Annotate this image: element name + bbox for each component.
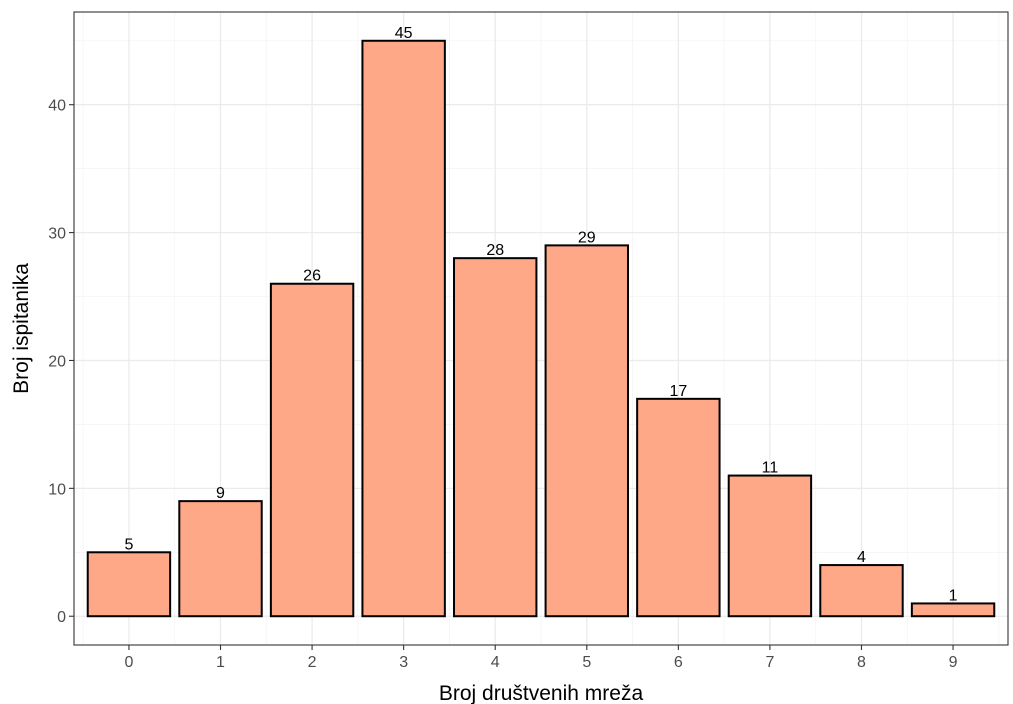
bar-5 [544,244,629,618]
x-tick-label-3: 3 [399,654,408,671]
x-axis-title: Broj društvenih mreža [439,682,644,704]
x-tick-label-8: 8 [857,654,866,671]
bar-value-label-8: 4 [857,549,866,566]
bar-4 [453,257,538,618]
y-tick-label-0: 0 [57,609,66,626]
x-tick-label-5: 5 [582,654,591,671]
bar-value-label-1: 9 [216,485,225,502]
x-tick-label-1: 1 [216,654,225,671]
x-axis-ticks: 0 1 2 3 4 5 6 7 8 9 [124,645,958,671]
y-axis-title: Broj ispitanika [10,263,33,394]
bar-value-label-0: 5 [124,536,133,553]
y-tick-label-2: 20 [48,353,66,370]
y-tick-label-4: 40 [48,98,66,115]
panel-border [73,11,1009,646]
bar-value-label-9: 1 [949,587,958,604]
bar-value-label-5: 29 [578,229,596,246]
bar-value-label-2: 26 [303,268,321,285]
bar-0 [86,551,172,618]
bar-value-labels: 5 9 26 45 28 29 17 11 4 1 [124,25,957,605]
y-tick-label-3: 30 [48,226,66,243]
bar-1 [178,500,263,618]
bar-value-label-4: 28 [486,242,504,259]
x-tick-label-0: 0 [124,654,133,671]
x-tick-label-7: 7 [765,654,774,671]
x-tick-label-2: 2 [308,654,317,671]
bar-8 [819,564,904,618]
bar-value-label-3: 45 [395,25,413,42]
x-tick-label-9: 9 [949,654,958,671]
bar-9 [910,602,996,618]
bar-value-label-6: 17 [669,383,687,400]
y-axis-ticks: 0 10 20 30 40 [48,98,74,626]
bar-6 [636,397,721,618]
bar-2 [269,282,355,618]
bar-3 [361,39,446,618]
y-tick-label-1: 10 [48,481,66,498]
minor-gridlines [74,12,1008,645]
x-tick-label-4: 4 [491,654,500,671]
bars [86,39,996,618]
bar-value-label-7: 11 [762,460,779,477]
x-tick-label-6: 6 [674,654,683,671]
bar-7 [727,474,813,618]
